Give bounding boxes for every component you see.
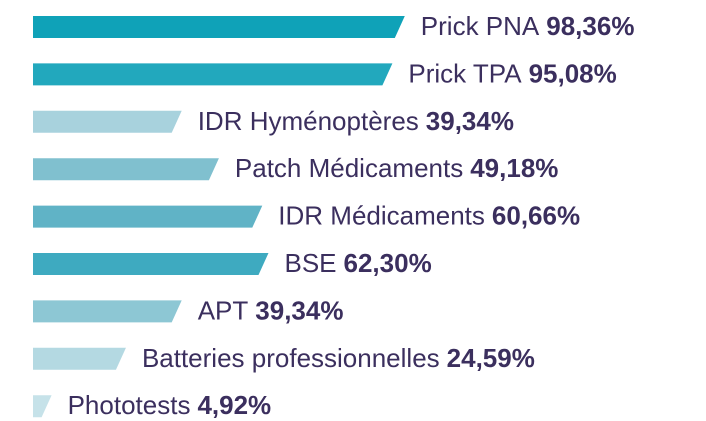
category-label: IDR Hyménoptères: [198, 106, 419, 136]
bar: [33, 205, 263, 228]
bar-label: Prick PNA 98,36%: [421, 11, 635, 41]
category-label: Phototests: [68, 390, 191, 420]
category-label: APT: [198, 295, 249, 325]
value-label: 24,59%: [447, 343, 535, 373]
value-label: 62,30%: [344, 248, 432, 278]
bar-label: Prick TPA 95,08%: [408, 58, 616, 88]
bar-label: IDR Médicaments 60,66%: [278, 200, 580, 230]
category-label: IDR Médicaments: [278, 200, 485, 230]
value-label: 60,66%: [492, 200, 580, 230]
bar-label: IDR Hyménoptères 39,34%: [198, 106, 514, 136]
bar: [33, 395, 52, 418]
bar: [33, 16, 405, 38]
bar: [33, 347, 126, 370]
value-label: 4,92%: [197, 390, 271, 420]
value-label: 98,36%: [546, 11, 634, 41]
category-label: Prick TPA: [408, 58, 522, 88]
category-label: Batteries professionnelles: [142, 343, 440, 373]
bar-label: Batteries professionnelles 24,59%: [142, 343, 535, 373]
value-label: 95,08%: [529, 58, 617, 88]
bar-label: Phototests 4,92%: [68, 390, 272, 420]
bar: [33, 158, 219, 181]
category-label: BSE: [284, 248, 336, 278]
bar-label: APT 39,34%: [198, 295, 344, 325]
value-label: 39,34%: [255, 295, 343, 325]
bar: [33, 110, 182, 133]
bar: [33, 63, 393, 86]
bar-label: BSE 62,30%: [284, 248, 431, 278]
category-label: Patch Médicaments: [235, 153, 463, 183]
value-label: 49,18%: [470, 153, 558, 183]
value-label: 39,34%: [426, 106, 514, 136]
bar: [33, 253, 269, 275]
category-label: Prick PNA: [421, 11, 540, 41]
bar-label: Patch Médicaments 49,18%: [235, 153, 559, 183]
bar: [33, 300, 182, 323]
